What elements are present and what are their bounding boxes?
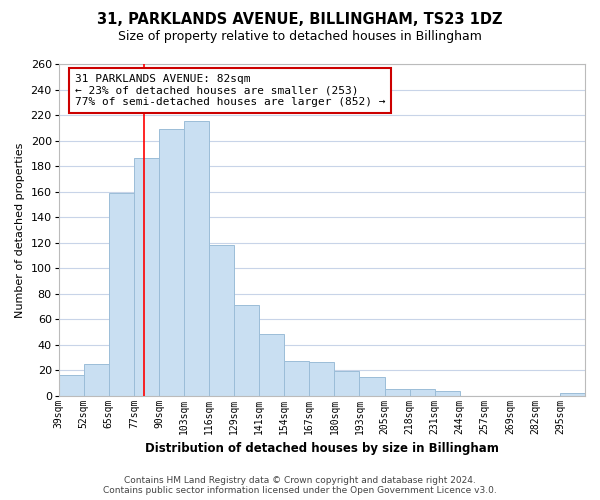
Bar xyxy=(334,372,359,396)
Bar xyxy=(434,390,460,396)
X-axis label: Distribution of detached houses by size in Billingham: Distribution of detached houses by size … xyxy=(145,442,499,455)
Bar xyxy=(385,390,410,396)
Bar xyxy=(259,334,284,396)
Bar xyxy=(560,393,585,396)
Bar xyxy=(410,390,434,396)
Bar xyxy=(284,361,310,396)
Text: 31 PARKLANDS AVENUE: 82sqm
← 23% of detached houses are smaller (253)
77% of sem: 31 PARKLANDS AVENUE: 82sqm ← 23% of deta… xyxy=(74,74,385,107)
Bar xyxy=(359,376,385,396)
Bar xyxy=(159,129,184,396)
Y-axis label: Number of detached properties: Number of detached properties xyxy=(15,142,25,318)
Text: Size of property relative to detached houses in Billingham: Size of property relative to detached ho… xyxy=(118,30,482,43)
Bar xyxy=(84,364,109,396)
Bar xyxy=(310,362,334,396)
Bar xyxy=(184,122,209,396)
Bar xyxy=(134,158,159,396)
Bar xyxy=(109,193,134,396)
Bar xyxy=(234,305,259,396)
Text: 31, PARKLANDS AVENUE, BILLINGHAM, TS23 1DZ: 31, PARKLANDS AVENUE, BILLINGHAM, TS23 1… xyxy=(97,12,503,28)
Bar xyxy=(209,245,234,396)
Bar xyxy=(59,375,84,396)
Text: Contains HM Land Registry data © Crown copyright and database right 2024.
Contai: Contains HM Land Registry data © Crown c… xyxy=(103,476,497,495)
